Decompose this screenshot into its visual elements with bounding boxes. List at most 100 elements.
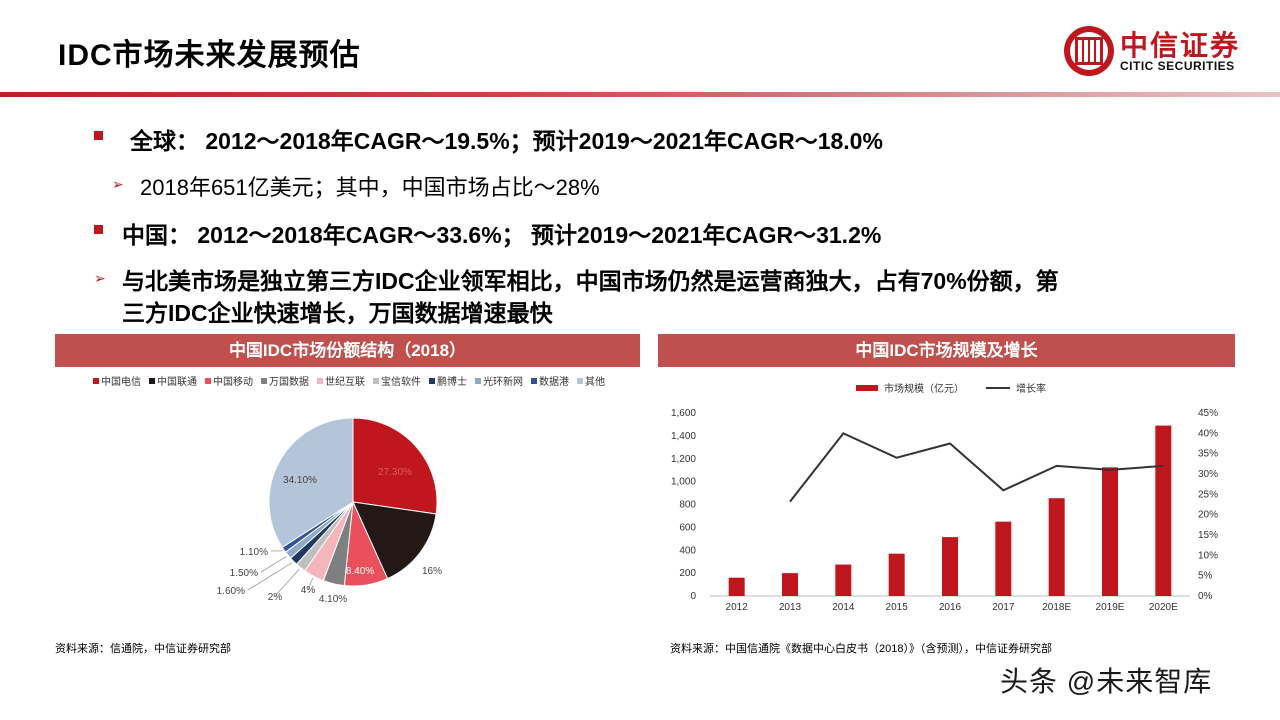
pie-chart: 中国电信 中国联通 中国移动 万国数据 世纪互联 宝信软件 鹏博士 光环新网 数据港 其他 27.3…: [93, 375, 605, 605]
pie-legend-item: 中国电信: [93, 375, 141, 388]
pie-slice: [352, 417, 438, 515]
pie-data-label: 1.10%: [240, 547, 268, 558]
y-right-tick-label: 45%: [1198, 408, 1218, 419]
bar-legend-item: 市场规模（亿元）: [856, 382, 964, 395]
bar-panel-title: 中国IDC市场规模及增长: [658, 334, 1235, 367]
pie-legend-swatch: [429, 378, 435, 384]
y-right-tick-label: 30%: [1198, 469, 1218, 480]
bullet-global-text: 2012～2018年CAGR～19.5%；预计2019～2021年CAGR～18…: [205, 128, 883, 154]
pie-legend-item: 世纪互联: [317, 376, 365, 388]
pie-legend-swatch: [531, 378, 537, 384]
bar: [995, 521, 1012, 596]
y-left-tick-label: 1,400: [671, 431, 696, 442]
bullet-china-label: 中国：: [122, 222, 191, 248]
y-left-tick-label: 0: [690, 591, 696, 602]
bullet-global-sub: 2018年651亿美元；其中，中国市场占比～28%: [140, 175, 600, 200]
y-left-tick-label: 1,000: [671, 477, 696, 488]
x-tick-label: 2019E: [1096, 602, 1125, 613]
citic-emblem-icon: [1064, 26, 1114, 76]
watermark-text: 头条 @未来智库: [1000, 666, 1213, 697]
pie-data-label: 1.50%: [230, 568, 258, 579]
pie-leader-line: [274, 568, 300, 597]
y-left-tick-label: 200: [679, 568, 696, 579]
pie-legend-label: 万国数据: [269, 375, 309, 388]
bar: [888, 553, 905, 596]
pie-panel-title: 中国IDC市场份额结构（2018）: [55, 334, 640, 367]
bullet-square-icon: [94, 225, 103, 234]
growth-rate-line: [789, 432, 1164, 503]
pie-legend-swatch: [373, 378, 379, 384]
page-title: IDC市场未来发展预估: [58, 39, 361, 72]
bar: [782, 573, 798, 596]
logo-text-en: CITIC SECURITIES: [1120, 59, 1235, 73]
pie-data-label: 2%: [268, 592, 283, 603]
pie-legend-item: 万国数据: [261, 375, 309, 388]
bar: [1048, 498, 1065, 596]
pie-legend-swatch: [261, 378, 267, 384]
line-legend-item: 增长率: [986, 382, 1046, 395]
pie-legend-item: 宝信软件: [373, 375, 421, 388]
pie-legend-item: 数据港: [531, 375, 569, 388]
pie-legend-label: 宝信软件: [381, 375, 421, 388]
header-divider: [0, 92, 1280, 97]
bar: [942, 537, 958, 596]
pie-slice: [268, 417, 354, 548]
x-tick-label: 2015: [886, 602, 909, 613]
bar-source: 资料来源：中国信通院《数据中心白皮书（2018）》（含预测），中信证券研究部: [670, 643, 1052, 655]
y-left-tick-label: 1,600: [671, 408, 696, 419]
line-legend-label: 增长率: [1016, 382, 1046, 395]
pie-data-label: 34.10%: [283, 475, 317, 486]
pie-legend-swatch: [475, 378, 481, 384]
bullet-global: 全球： 2012～2018年CAGR～19.5%；预计2019～2021年CAG…: [130, 122, 883, 156]
bar-legend-swatch: [856, 385, 878, 391]
y-left-tick-label: 400: [679, 545, 696, 556]
y-left-tick-label: 1,200: [671, 454, 696, 465]
pie-legend-swatch: [149, 378, 155, 384]
y-right-tick-label: 25%: [1198, 489, 1218, 500]
x-tick-label: 2017: [992, 602, 1015, 613]
arrow-bullet-icon: ➢: [94, 270, 106, 286]
bar-legend-label: 市场规模（亿元）: [884, 382, 964, 395]
pie-legend-label: 中国电信: [101, 375, 141, 388]
y-right-tick-label: 15%: [1198, 530, 1218, 541]
pie-leader-line: [307, 577, 314, 590]
pie-legend-label: 其他: [585, 375, 605, 388]
y-right-tick-label: 40%: [1198, 428, 1218, 439]
bar: [728, 577, 745, 596]
y-right-tick-label: 0%: [1198, 591, 1213, 602]
pie-legend-swatch: [577, 378, 583, 384]
pie-legend-label: 世纪互联: [325, 376, 365, 388]
pie-legend-item: 鹏博士: [429, 375, 467, 388]
y-right-tick-label: 20%: [1198, 510, 1218, 521]
bullet-note-line1: 与北美市场是独立第三方IDC企业领军相比，中国市场仍然是运营商独大，占有70%份…: [122, 268, 1059, 294]
bar-line-chart: 市场规模（亿元） 增长率 0 200 400 600 800 1,000 1,200 1,400 1…: [671, 382, 1218, 613]
x-tick-label: 2018E: [1042, 602, 1071, 613]
bullet-square-icon: [94, 131, 103, 140]
y-right-tick-label: 5%: [1198, 571, 1213, 582]
pie-data-label: 16%: [422, 566, 442, 577]
bullet-note-line2: 三方IDC企业快速增长，万国数据增速最快: [122, 300, 553, 326]
y-left-tick-label: 600: [679, 522, 696, 533]
pie-legend-label: 数据港: [539, 375, 569, 388]
bar: [1102, 467, 1118, 596]
arrow-bullet-icon: ➢: [112, 176, 124, 192]
pie-data-label: 1.60%: [217, 586, 245, 597]
pie-legend-swatch: [205, 378, 211, 384]
x-tick-label: 2012: [726, 602, 749, 613]
pie-legend-swatch: [317, 378, 323, 384]
bar: [835, 564, 852, 596]
pie-leader-line: [260, 556, 287, 573]
bullet-china: 中国： 2012～2018年CAGR～33.6%； 预计2019～2021年CA…: [122, 216, 881, 250]
pie-legend-item: 中国联通: [149, 375, 197, 388]
y-right-tick-label: 35%: [1198, 449, 1218, 460]
pie-legend-item: 光环新网: [475, 375, 523, 388]
pie-source: 资料来源：信通院，中信证券研究部: [55, 643, 231, 655]
pie-legend-label: 鹏博士: [437, 375, 467, 388]
y-right-tick-label: 10%: [1198, 550, 1218, 561]
logo-text-cn: 中信证券: [1120, 30, 1241, 61]
bullet-china-text: 2012～2018年CAGR～33.6%； 预计2019～2021年CAGR～3…: [197, 222, 882, 248]
x-tick-label: 2014: [832, 602, 855, 613]
x-tick-label: 2013: [779, 602, 802, 613]
citic-logo: 中信证券 CITIC SECURITIES: [1062, 22, 1262, 82]
pie-leader-line: [247, 562, 293, 591]
